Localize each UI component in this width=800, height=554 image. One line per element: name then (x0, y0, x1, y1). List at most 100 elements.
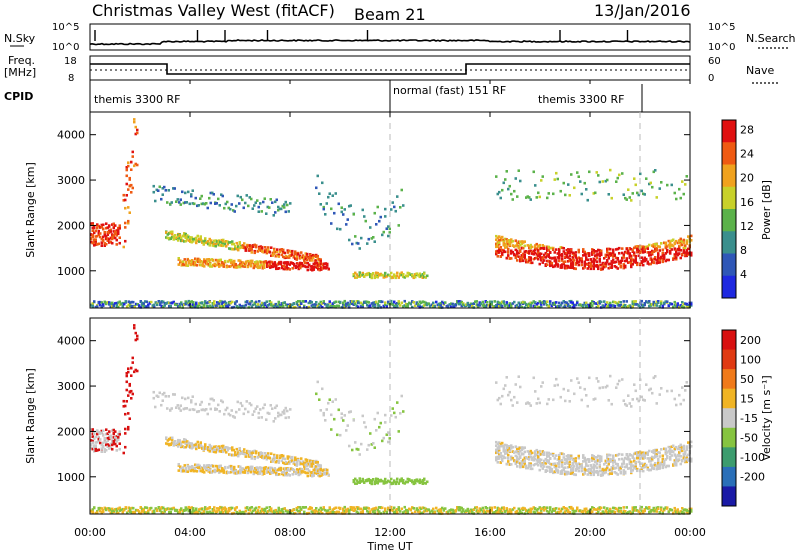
power-cell (285, 263, 288, 266)
power-cell (502, 302, 505, 305)
velocity-cell (556, 469, 559, 472)
power-cell (211, 191, 214, 195)
velocity-cell (598, 460, 601, 464)
velocity-cell (111, 447, 114, 451)
velocity-cell (318, 474, 321, 478)
velocity-cell (636, 467, 639, 471)
velocity-cell (103, 440, 106, 443)
velocity-cell (299, 472, 302, 476)
velocity-cell (254, 467, 257, 470)
power-cell (245, 194, 248, 197)
velocity-cell (105, 443, 108, 447)
power-cell (133, 305, 136, 309)
power-cell (187, 190, 190, 194)
velocity-cell (528, 458, 531, 461)
velocity-cell (525, 402, 528, 405)
velocity-cell (219, 446, 222, 450)
power-cell (682, 303, 685, 306)
power-cell (535, 253, 538, 256)
power-cell (636, 250, 639, 254)
power-cell (306, 258, 309, 262)
power-cell (586, 252, 589, 255)
power-cell (375, 300, 378, 304)
power-cell (546, 252, 549, 256)
power-cell (675, 257, 678, 261)
power-cell (345, 223, 348, 226)
power-cell (685, 302, 688, 306)
velocity-cell (658, 455, 661, 458)
power-cell (580, 257, 583, 261)
power-cell (634, 303, 637, 306)
power-cell (508, 302, 511, 305)
power-cell (496, 300, 499, 304)
velocity-cell (501, 441, 504, 445)
velocity-cell (400, 394, 403, 398)
velocity-cell (676, 454, 679, 457)
velocity-cell (190, 400, 193, 404)
power-cell (196, 239, 199, 242)
power-cell (495, 304, 498, 307)
velocity-cell (223, 412, 226, 416)
power-cell (399, 304, 402, 307)
power-cell (532, 249, 535, 253)
power-cell (459, 300, 462, 303)
power-cell (555, 171, 558, 175)
power-cell (282, 264, 285, 267)
power-cell (495, 245, 498, 249)
velocity-cell (588, 467, 591, 471)
power-cell (600, 253, 603, 257)
velocity-cell (194, 469, 197, 473)
power-cell (206, 258, 209, 261)
power-cell (519, 305, 522, 309)
power-cell (637, 304, 640, 307)
velocity-cell (304, 458, 307, 461)
power-cell (267, 246, 270, 249)
velocity-cell (522, 461, 525, 464)
power-cell (556, 305, 559, 309)
velocity-cell (204, 447, 207, 450)
velocity-cell (177, 441, 180, 445)
power-cell (198, 260, 201, 264)
velocity-cell (205, 408, 208, 411)
power-cell (660, 302, 663, 305)
power-cell (384, 215, 387, 218)
velocity-cell (627, 467, 630, 470)
power-cell (534, 257, 537, 260)
power-cell (621, 172, 624, 175)
power-cell (549, 246, 552, 250)
power-cell (250, 245, 253, 249)
velocity-cell (258, 466, 261, 469)
power-cell (541, 244, 544, 247)
velocity-cell (553, 470, 556, 473)
power-cell (610, 263, 613, 267)
power-cell (379, 215, 382, 219)
power-cell (375, 223, 378, 226)
velocity-cell (229, 447, 232, 450)
power-cell (156, 303, 159, 307)
power-cell (229, 241, 232, 244)
velocity-cell (366, 479, 369, 483)
power-cell (94, 235, 97, 238)
velocity-cell (278, 473, 281, 476)
power-cell (673, 304, 676, 307)
power-cell (637, 245, 640, 248)
power-cell (220, 304, 223, 308)
beam-label: Beam 21 (354, 5, 426, 24)
power-cell (355, 273, 358, 276)
power-cell (498, 301, 501, 304)
velocity-cell (508, 390, 511, 394)
velocity-cell (179, 404, 182, 407)
velocity-cell (239, 468, 242, 472)
power-cell (211, 244, 214, 247)
velocity-cell (154, 405, 157, 409)
power-cell (207, 258, 210, 261)
velocity-cell (519, 449, 522, 453)
power-cell (168, 304, 171, 308)
power-cell (288, 268, 291, 271)
power-cell (108, 303, 111, 306)
power-cell (564, 193, 567, 197)
power-cell (370, 276, 373, 280)
power-cell (669, 252, 672, 255)
power-cell (235, 204, 238, 208)
velocity-cell (272, 471, 275, 475)
